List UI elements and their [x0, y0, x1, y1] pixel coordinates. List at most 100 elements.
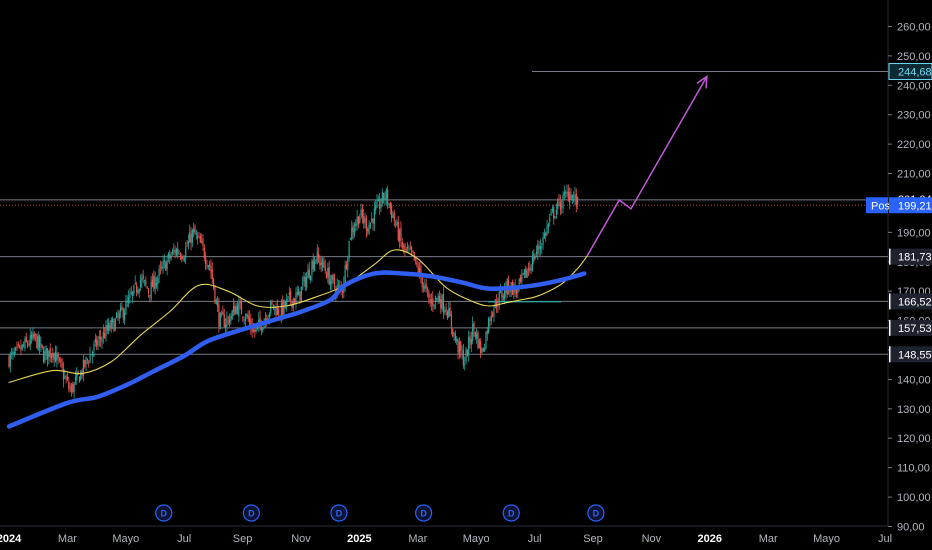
x-tick-label-9: Jul: [528, 533, 542, 545]
candle-body-418: [563, 192, 565, 196]
candle-body-83: [118, 312, 120, 319]
candle-body-351: [474, 331, 476, 338]
candle-body-227: [309, 275, 312, 280]
candle-body-425: [573, 196, 575, 198]
candle-body-53: [78, 376, 81, 383]
candle-body-16: [29, 335, 31, 346]
candle-body-426: [574, 194, 576, 200]
candle-body-270: [367, 229, 369, 232]
y-tick-label-17: 260,00: [897, 21, 931, 33]
dividend-circle[interactable]: [330, 504, 348, 522]
dividend-marker-2[interactable]: D: [330, 504, 348, 522]
candle-body-274: [372, 218, 374, 224]
dividend-marker-4[interactable]: D: [502, 504, 520, 522]
candle-body-245: [333, 278, 336, 288]
dividend-marker-5[interactable]: D: [587, 504, 605, 522]
candle-body-27: [44, 351, 46, 362]
dividend-circle[interactable]: [242, 504, 260, 522]
candle-body-193: [264, 318, 267, 322]
x-tick-label-0: 2024: [0, 533, 22, 545]
candle-body-359: [485, 332, 487, 349]
candle-body-232: [316, 251, 318, 263]
candle-body-75: [108, 322, 110, 332]
candle-body-59: [86, 359, 88, 361]
candle-body-309: [418, 268, 421, 276]
candle-body-272: [369, 222, 371, 228]
candle-body-86: [122, 309, 124, 319]
candle-body-41: [62, 369, 65, 380]
level-label-3-bg: [889, 319, 932, 336]
candle-body-341: [461, 351, 463, 353]
projection-arrow: [586, 74, 708, 257]
candle-body-112: [157, 277, 159, 285]
candle-body-150: [207, 265, 209, 268]
candle-body-350: [473, 322, 475, 330]
dividend-marker-3[interactable]: D: [415, 504, 433, 522]
candle-body-30: [48, 350, 50, 358]
dividend-marker-1[interactable]: D: [242, 504, 260, 522]
candle-body-419: [565, 192, 567, 194]
candle-body-292: [396, 221, 398, 225]
candle-body-347: [469, 336, 471, 343]
candle-body-126: [175, 249, 178, 256]
candle-body-36: [56, 353, 58, 361]
level-label-edge-2: [889, 293, 891, 310]
candle-body-343: [464, 363, 466, 365]
candle-body-255: [347, 259, 349, 271]
candle-body-64: [93, 343, 95, 351]
candle-body-388: [523, 269, 526, 275]
candle-body-20: [34, 334, 37, 336]
candle-body-118: [165, 261, 167, 271]
candle-body-229: [312, 259, 314, 269]
candle-body-294: [399, 230, 401, 242]
candle-body-321: [434, 295, 437, 303]
candle-body-179: [246, 314, 248, 317]
dividend-letter: D: [248, 509, 255, 519]
x-tick-label-5: Nov: [291, 533, 311, 545]
candle-body-77: [110, 319, 112, 328]
candle-body-312: [422, 286, 425, 289]
candle-body-223: [304, 276, 306, 288]
candle-body-410: [553, 207, 555, 219]
candle-body-143: [198, 236, 200, 238]
candle-body-5: [15, 347, 17, 351]
candle-body-174: [239, 301, 241, 304]
candle-body-184: [252, 329, 255, 332]
level-label-edge-4: [889, 346, 891, 363]
candle-body-230: [313, 260, 316, 271]
candle-body-417: [562, 194, 564, 209]
candle-body-212: [290, 290, 292, 302]
candle-body-293: [397, 221, 399, 240]
candle-body-177: [243, 319, 245, 321]
dividend-circle[interactable]: [415, 504, 433, 522]
position-tag-bg: [866, 197, 888, 214]
dividend-circle[interactable]: [502, 504, 520, 522]
candle-body-39: [60, 359, 62, 363]
candle-body-356: [481, 349, 483, 353]
dividend-circle[interactable]: [155, 504, 173, 522]
candle-body-286: [388, 204, 390, 205]
candle-body-76: [109, 324, 111, 330]
time-axis: 2024 Mar Mayo Jul Sep Nov 2025 Mar Mayo Jul Sep Nov…: [0, 533, 892, 545]
dividend-marker-0[interactable]: D: [155, 504, 173, 522]
candle-body-282: [383, 193, 385, 200]
candle-body-141: [195, 234, 197, 236]
candle-body-73: [105, 324, 107, 337]
candle-body-68: [98, 336, 100, 339]
candle-body-316: [428, 292, 430, 298]
dividend-circle[interactable]: [587, 504, 605, 522]
candle-body-18: [32, 332, 34, 340]
candle-body-173: [238, 302, 240, 317]
candle-body-403: [543, 233, 546, 238]
candle-body-357: [482, 348, 484, 352]
candle-body-80: [114, 318, 116, 330]
candle-body-47: [70, 385, 73, 393]
y-tick-label-10: 190,00: [897, 227, 931, 239]
candle-body-353: [477, 331, 479, 348]
candle-body-65: [94, 338, 96, 343]
level-label-2-text: 166,52: [898, 296, 932, 308]
candle-body-12: [24, 339, 26, 349]
candle-body-313: [424, 285, 426, 290]
candle-body-396: [534, 256, 536, 259]
candle-body-416: [561, 206, 563, 208]
